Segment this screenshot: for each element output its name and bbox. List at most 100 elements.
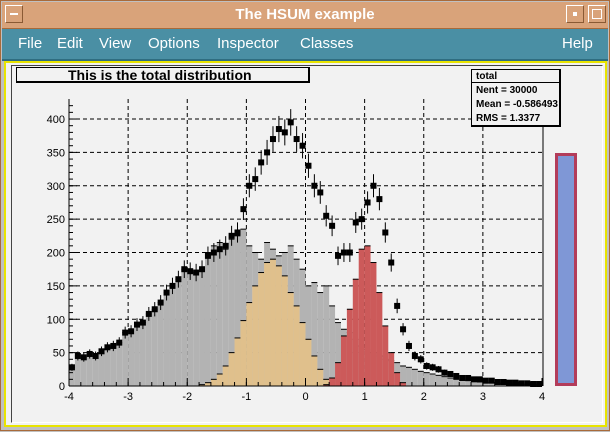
gray-bar xyxy=(104,347,111,386)
tan-bar xyxy=(281,275,288,386)
data-point xyxy=(364,199,371,206)
gray-bar xyxy=(423,372,430,386)
tan-bar xyxy=(240,320,247,386)
gray-bar xyxy=(86,353,93,386)
red-bar xyxy=(358,249,365,386)
y-tick-label: 350 xyxy=(47,147,65,159)
data-point xyxy=(488,377,495,384)
data-point xyxy=(476,376,483,383)
gray-bar xyxy=(400,365,407,386)
maximize-button[interactable] xyxy=(588,5,606,23)
data-point xyxy=(193,269,200,276)
data-point xyxy=(411,352,418,359)
gray-bar xyxy=(240,229,247,386)
gray-bar xyxy=(406,367,412,386)
gray-bar xyxy=(465,380,472,386)
data-point xyxy=(305,162,312,169)
gray-bar xyxy=(80,357,87,386)
gray-bar xyxy=(69,367,75,386)
menu-inspector[interactable]: Inspector xyxy=(217,35,279,52)
gray-bar xyxy=(335,322,341,386)
gray-bar xyxy=(459,379,466,386)
data-point xyxy=(157,299,164,306)
data-point xyxy=(145,310,152,317)
gray-bar xyxy=(145,313,152,386)
data-point xyxy=(240,206,247,213)
minimize-button[interactable] xyxy=(566,5,584,23)
data-point xyxy=(264,149,271,156)
data-point xyxy=(246,182,253,189)
slider-fill xyxy=(558,156,574,383)
menu-view[interactable]: View xyxy=(99,35,132,52)
tan-bar xyxy=(234,337,241,386)
data-point xyxy=(400,326,407,333)
stats-separator xyxy=(472,82,559,83)
red-bar xyxy=(388,352,395,386)
y-tick-label: 200 xyxy=(47,248,65,260)
maximize-icon xyxy=(592,9,602,19)
stats-name: total xyxy=(476,71,498,82)
x-tick-label: 3 xyxy=(480,391,486,403)
gray-bar xyxy=(139,322,146,386)
y-tick-label: 100 xyxy=(47,314,65,326)
gray-bar xyxy=(216,242,223,386)
tan-bar xyxy=(216,373,223,386)
y-tick-label: 250 xyxy=(47,214,65,226)
data-point xyxy=(335,252,342,259)
tan-bar xyxy=(305,339,312,386)
menu-edit[interactable]: Edit xyxy=(57,35,83,52)
menu-classes[interactable]: Classes xyxy=(300,35,354,52)
gray-bar xyxy=(98,351,105,386)
tan-bar xyxy=(270,259,276,386)
data-point xyxy=(530,380,537,387)
menu-help[interactable]: Help xyxy=(562,35,593,52)
tan-bar xyxy=(204,382,211,386)
x-tick-label: -4 xyxy=(64,391,74,403)
tan-bar xyxy=(317,369,324,386)
tan-bar xyxy=(246,302,253,386)
title-bar[interactable]: The HSUM example xyxy=(2,2,608,29)
stats-entries: Nent = 30000 xyxy=(476,85,538,96)
red-bar xyxy=(382,325,389,386)
gray-bar xyxy=(74,355,81,386)
gray-bar xyxy=(317,292,324,386)
minimize-icon xyxy=(573,12,577,16)
data-point xyxy=(494,378,501,385)
data-point xyxy=(358,216,365,223)
gray-bar xyxy=(134,324,140,386)
data-point xyxy=(104,344,111,351)
y-tick-label: 150 xyxy=(47,281,65,293)
x-tick-label: 4 xyxy=(539,391,545,403)
window-menu-button[interactable] xyxy=(5,5,23,23)
data-point xyxy=(98,348,105,355)
red-bar xyxy=(370,262,377,386)
gray-bar xyxy=(228,239,235,386)
gray-bar xyxy=(453,379,460,386)
data-point xyxy=(423,362,430,369)
data-point xyxy=(459,374,466,381)
tan-bar xyxy=(199,384,205,386)
menu-file[interactable]: File xyxy=(18,35,43,52)
gray-bar xyxy=(471,381,477,386)
data-point xyxy=(376,196,383,203)
menu-bar: File Edit View Options Inspector Classes… xyxy=(2,29,608,61)
menu-options[interactable]: Options xyxy=(148,35,200,52)
data-point xyxy=(311,182,318,189)
data-point xyxy=(92,352,99,359)
data-point xyxy=(222,242,229,249)
data-point xyxy=(287,119,294,126)
stats-box[interactable]: total Nent = 30000 Mean = -0.586493 RMS … xyxy=(471,69,561,127)
red-bar xyxy=(329,377,336,386)
red-bar xyxy=(346,309,353,386)
data-point xyxy=(323,212,330,219)
data-point xyxy=(252,176,259,183)
gray-bar xyxy=(181,269,188,386)
gray-bar xyxy=(92,355,99,386)
data-point xyxy=(500,378,507,385)
data-point xyxy=(299,142,306,149)
data-point xyxy=(74,352,81,359)
gray-bar xyxy=(151,309,158,386)
x-tick-label: -1 xyxy=(241,391,251,403)
data-point xyxy=(429,364,436,371)
